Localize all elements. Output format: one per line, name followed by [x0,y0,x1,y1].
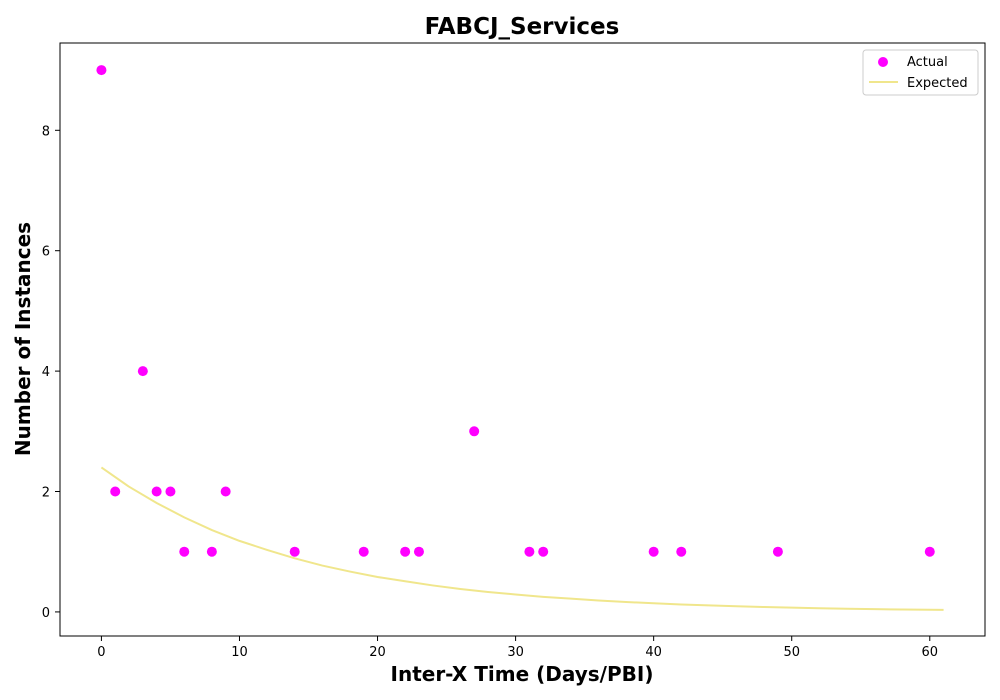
y-tick-label-4: 4 [42,365,50,380]
actual-point-12 [469,426,480,437]
x-axis-label: Inter-X Time (Days/PBI) [391,662,654,686]
x-tick-label-40: 40 [645,645,662,660]
actual-point-2 [137,366,148,377]
x-tick-label-30: 30 [507,645,524,660]
expected-curve [100,466,944,611]
actual-point-18 [924,546,935,557]
x-tick-label-10: 10 [231,645,248,660]
actual-point-0 [96,65,107,76]
legend-box [862,49,979,96]
y-axis: 0 2 4 6 8 [42,124,60,621]
actual-point-5 [179,546,190,557]
legend-label-actual: Actual [907,55,948,70]
actual-point-4 [165,486,176,497]
y-tick-label-8: 8 [42,124,50,139]
x-tick-label-0: 0 [97,645,105,660]
actual-point-1 [110,486,121,497]
actual-point-16 [676,546,687,557]
actual-point-17 [772,546,783,557]
actual-point-3 [151,486,162,497]
actual-point-8 [289,546,300,557]
actual-point-9 [358,546,369,557]
actual-series [96,65,935,557]
chart-title: FABCJ_Services [425,14,620,40]
actual-point-7 [220,486,231,497]
actual-point-6 [206,546,217,557]
x-tick-label-60: 60 [922,645,939,660]
actual-point-15 [648,546,659,557]
plot-frame [59,42,986,637]
actual-point-11 [413,546,424,557]
x-tick-label-50: 50 [783,645,800,660]
legend-label-expected: Expected [907,76,968,91]
legend: Actual Expected [862,49,979,96]
y-axis-label: Number of Instances [11,222,35,456]
x-tick-label-20: 20 [369,645,386,660]
y-tick-label-0: 0 [42,606,50,621]
legend-marker-actual [878,57,888,67]
expected-series [100,466,944,611]
y-tick-label-2: 2 [42,486,50,501]
actual-point-10 [400,546,411,557]
actual-point-14 [538,546,549,557]
actual-point-13 [524,546,535,557]
y-tick-label-6: 6 [42,245,50,260]
x-axis: 0 10 20 30 40 50 60 [97,636,938,660]
plot-area [59,42,986,637]
